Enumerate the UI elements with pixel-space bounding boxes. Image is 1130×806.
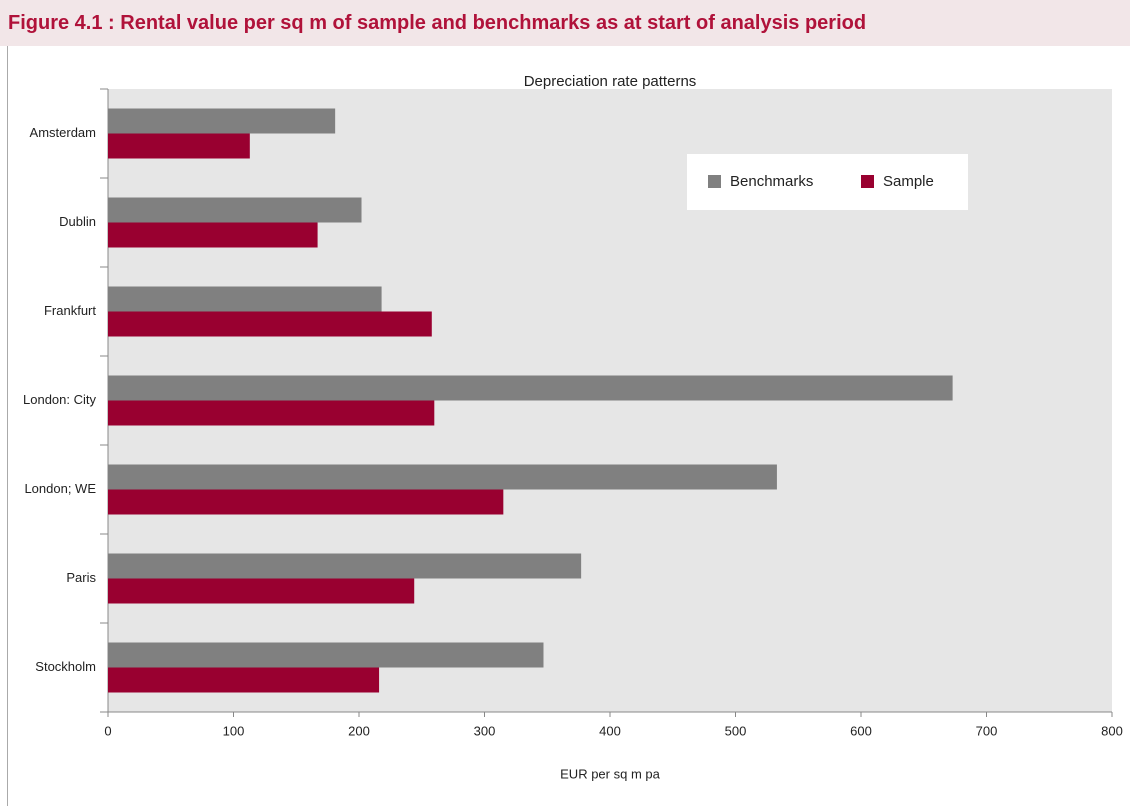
x-axis-label: EUR per sq m pa bbox=[560, 766, 660, 781]
bar bbox=[108, 642, 544, 668]
bar bbox=[108, 667, 380, 693]
bar bbox=[108, 464, 777, 490]
legend-label: Benchmarks bbox=[730, 173, 813, 190]
x-tick-label: 100 bbox=[223, 723, 245, 738]
bar bbox=[108, 108, 336, 134]
header: Figure 4.1 : Rental value per sq m of sa… bbox=[0, 0, 1130, 46]
y-tick-label: Amsterdam bbox=[30, 125, 96, 140]
chart: Depreciation rate patterns EUR per sq m … bbox=[7, 46, 1123, 806]
bar bbox=[108, 311, 432, 337]
x-tick-label: 600 bbox=[850, 723, 872, 738]
y-tick-label: Dublin bbox=[59, 214, 96, 229]
bar bbox=[108, 222, 318, 248]
bar bbox=[108, 286, 382, 312]
x-tick-label: 300 bbox=[474, 723, 496, 738]
legend-swatch bbox=[708, 175, 721, 188]
x-tick-label: 500 bbox=[725, 723, 747, 738]
bar bbox=[108, 553, 582, 579]
legend-label: Sample bbox=[883, 173, 934, 190]
figure-title: Figure 4.1 : Rental value per sq m of sa… bbox=[8, 12, 867, 34]
bar bbox=[108, 578, 415, 604]
bar bbox=[108, 400, 435, 426]
chart-title: Depreciation rate patterns bbox=[524, 73, 697, 90]
x-tick-label: 200 bbox=[348, 723, 370, 738]
y-tick-label: Frankfurt bbox=[44, 303, 96, 318]
bar bbox=[108, 197, 362, 223]
y-tick-label: Paris bbox=[66, 570, 96, 585]
legend-swatch bbox=[861, 175, 874, 188]
x-tick-label: 0 bbox=[104, 723, 111, 738]
x-tick-label: 700 bbox=[976, 723, 998, 738]
bar bbox=[108, 133, 250, 159]
x-tick-label: 400 bbox=[599, 723, 621, 738]
bar bbox=[108, 489, 504, 515]
y-tick-label: Stockholm bbox=[35, 659, 96, 674]
legend bbox=[687, 154, 968, 210]
y-tick-label: London; WE bbox=[24, 481, 96, 496]
x-tick-label: 800 bbox=[1101, 723, 1123, 738]
bar bbox=[108, 375, 953, 401]
y-tick-label: London: City bbox=[23, 392, 96, 407]
